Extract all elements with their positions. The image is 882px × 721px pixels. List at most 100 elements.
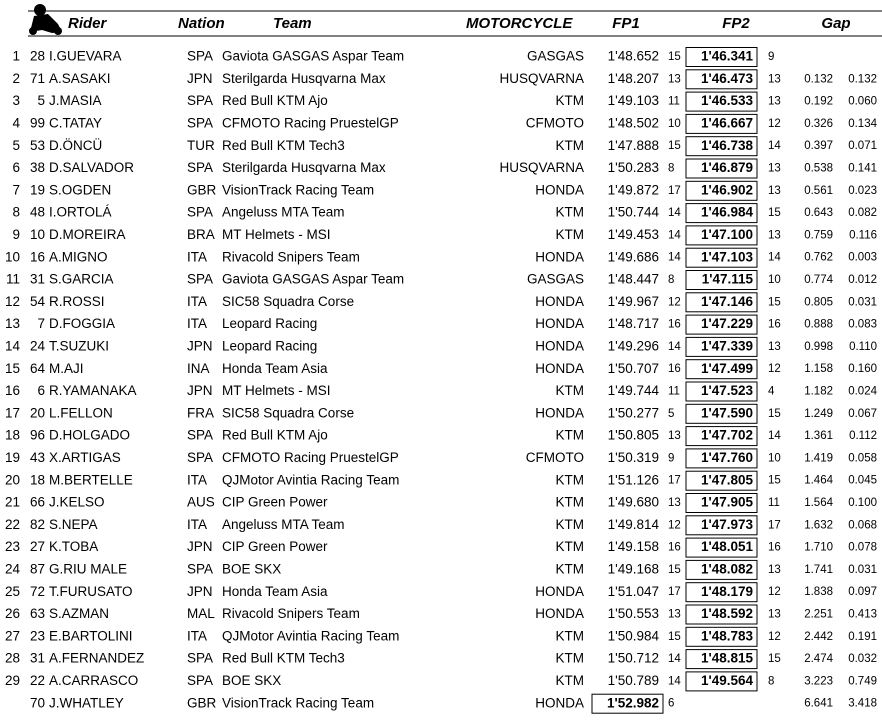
rider-name: S.NEPA xyxy=(49,517,98,532)
fp2-time: 1'46.667 xyxy=(701,115,753,130)
gap-previous: 0.191 xyxy=(848,631,877,643)
motorcycle: KTM xyxy=(556,428,585,443)
team: CIP Green Power xyxy=(222,539,328,554)
best-time-box xyxy=(685,649,758,670)
rider-number: 6 xyxy=(37,383,45,398)
fp1-time: 1'50.984 xyxy=(608,628,660,643)
fp2-time: 1'47.805 xyxy=(701,472,754,487)
fp2-time: 1'47.905 xyxy=(701,495,754,510)
gap-previous: 0.116 xyxy=(849,229,877,241)
fp2-time: 1'47.523 xyxy=(701,383,754,398)
position: 11 xyxy=(6,272,20,287)
rider-number: 70 xyxy=(30,695,45,710)
best-time-box xyxy=(685,69,758,90)
position: 1 xyxy=(12,49,20,64)
fp1-laps: 16 xyxy=(668,363,681,375)
fp2-laps: 17 xyxy=(768,519,781,531)
nation: ITA xyxy=(187,628,207,643)
nation: ITA xyxy=(187,472,207,487)
best-time-box xyxy=(685,91,758,112)
rider-name: A.SASAKI xyxy=(49,71,111,86)
motorcycle: HONDA xyxy=(535,695,584,710)
motorcycle: KTM xyxy=(556,628,585,643)
position: 28 xyxy=(5,651,20,666)
gap-first: 0.774 xyxy=(804,274,833,286)
fp2-laps: 13 xyxy=(768,229,781,241)
motorcycle: GASGAS xyxy=(527,272,584,287)
fp1-time: 1'47.888 xyxy=(608,138,659,153)
fp1-time: 1'49.814 xyxy=(608,517,660,532)
gap-first: 1.564 xyxy=(804,497,833,509)
rider-number: 10 xyxy=(30,227,45,242)
team: MT Helmets - MSI xyxy=(222,383,331,398)
rider-name: S.OGDEN xyxy=(49,182,111,197)
motorcycle: KTM xyxy=(556,205,585,220)
fp1-time: 1'49.872 xyxy=(608,182,659,197)
nation: ITA xyxy=(187,294,207,309)
fp2-laps: 15 xyxy=(768,408,781,420)
gap-first: 1.361 xyxy=(804,430,833,442)
team: Red Bull KTM Tech3 xyxy=(222,138,345,153)
fp2-time: 1'47.590 xyxy=(701,405,753,420)
team: Rivacold Snipers Team xyxy=(222,606,360,621)
fp2-time: 1'49.564 xyxy=(701,673,754,688)
gap-first: 0.762 xyxy=(804,252,833,264)
rider-number: 27 xyxy=(30,539,45,554)
gap-first: 0.132 xyxy=(804,73,833,85)
fp1-time: 1'49.967 xyxy=(608,294,659,309)
fp1-laps: 5 xyxy=(668,408,674,420)
gap-first: 0.326 xyxy=(804,118,833,130)
fp2-time: 1'47.339 xyxy=(701,338,753,353)
fp2-laps: 10 xyxy=(768,274,781,286)
fp2-laps: 15 xyxy=(768,296,781,308)
fp1-laps: 17 xyxy=(668,475,681,487)
gap-previous: 0.003 xyxy=(848,252,877,264)
header-motorcycle: MOTORCYCLE xyxy=(466,15,573,32)
motorcycle: HONDA xyxy=(535,249,584,264)
gap-previous: 0.058 xyxy=(848,452,877,464)
nation: SPA xyxy=(187,673,213,688)
fp2-time: 1'48.815 xyxy=(701,651,754,666)
fp2-laps: 11 xyxy=(768,497,780,509)
fp1-time: 1'50.283 xyxy=(608,160,659,175)
team: Red Bull KTM Tech3 xyxy=(222,651,345,666)
gap-previous: 0.141 xyxy=(848,163,877,175)
motorcycle: KTM xyxy=(556,539,585,554)
fp1-time: 1'50.744 xyxy=(608,205,660,220)
best-time-box xyxy=(685,671,758,692)
fp1-laps: 12 xyxy=(668,296,681,308)
team: Gaviota GASGAS Aspar Team xyxy=(222,272,404,287)
nation: ITA xyxy=(187,316,207,331)
fp1-time: 1'50.319 xyxy=(608,450,659,465)
nation: GBR xyxy=(187,182,217,197)
fp2-laps: 4 xyxy=(768,386,775,398)
header-fp2: FP2 xyxy=(722,15,750,32)
fp1-laps: 14 xyxy=(668,675,681,687)
fp2-laps: 14 xyxy=(768,140,781,152)
fp1-laps: 12 xyxy=(668,519,681,531)
position: 3 xyxy=(12,93,20,108)
team: MT Helmets - MSI xyxy=(222,227,331,242)
gap-first: 1.838 xyxy=(804,586,833,598)
fp1-laps: 9 xyxy=(668,452,674,464)
motorcycle: HONDA xyxy=(535,405,584,420)
team: Honda Team Asia xyxy=(222,361,328,376)
best-time-box xyxy=(685,626,758,647)
rider-number: 96 xyxy=(30,428,45,443)
fp1-laps: 8 xyxy=(668,163,674,175)
position: 5 xyxy=(12,138,20,153)
gap-previous: 0.112 xyxy=(849,430,877,442)
fp1-time: 1'49.680 xyxy=(608,495,659,510)
nation: SPA xyxy=(187,651,213,666)
fp2-time: 1'46.879 xyxy=(701,160,753,175)
gap-previous: 0.024 xyxy=(848,386,877,398)
rider-number: 31 xyxy=(30,651,45,666)
motorcycle: KTM xyxy=(556,495,585,510)
rider-name: A.FERNANDEZ xyxy=(49,651,144,666)
fp2-laps: 10 xyxy=(768,452,781,464)
fp2-laps: 14 xyxy=(768,252,781,264)
position: 15 xyxy=(5,361,20,376)
fp1-laps: 13 xyxy=(668,497,681,509)
fp1-laps: 16 xyxy=(668,319,681,331)
team: Angeluss MTA Team xyxy=(222,517,345,532)
